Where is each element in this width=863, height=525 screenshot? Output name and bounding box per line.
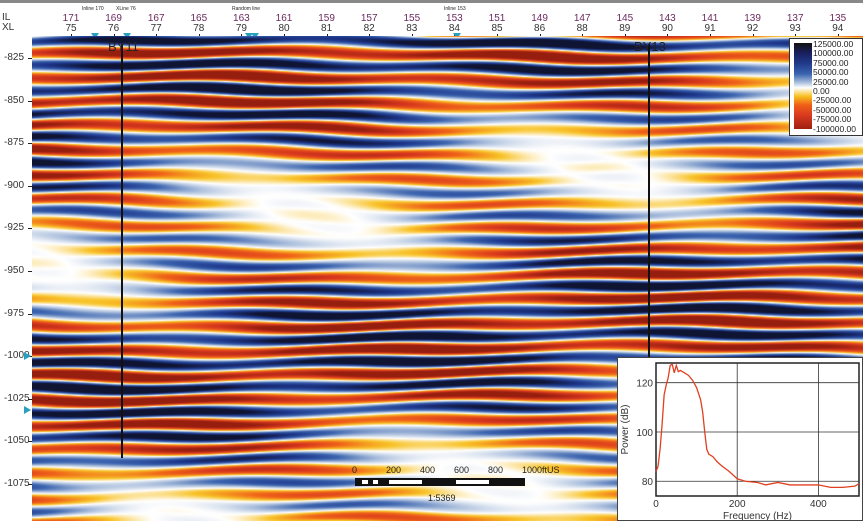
depth-tick	[28, 228, 32, 230]
section-tick: 149 86	[531, 13, 548, 34]
well-label-by13: BY13	[634, 39, 666, 54]
colorbar-label: 50000.00	[813, 67, 849, 78]
horizon-marker-icon[interactable]	[24, 406, 31, 414]
x-tick-label: 400	[810, 499, 827, 510]
colorbar-label: 75000.00	[813, 57, 849, 68]
depth-label: -925	[4, 222, 25, 234]
depth-label: -1000	[4, 350, 30, 362]
il-xl-label: IL XL	[2, 12, 15, 33]
section-tick: 145 89	[616, 13, 634, 34]
scale-label: 1000ftUS	[522, 465, 560, 475]
scale-bar: 0 200 400 600 800 1000ftUS 1:5369	[352, 465, 560, 505]
x-tick-label: 200	[729, 499, 746, 510]
section-tick: 153 84	[446, 13, 463, 34]
depth-tick	[28, 271, 32, 272]
section-tick: 159 81	[318, 13, 335, 34]
section-tick: 141 91	[701, 13, 719, 34]
colorbar-label: 25000.00	[813, 76, 849, 87]
scale-label: 600	[454, 465, 470, 475]
colorbar-label: -25000.00	[813, 95, 852, 106]
depth-tick	[28, 58, 32, 59]
depth-label: -825	[4, 52, 25, 63]
colorbar-gradient	[794, 43, 812, 129]
depth-label: -1025	[4, 392, 30, 404]
section-tick: 151 85	[488, 13, 506, 34]
depth-tick	[28, 100, 32, 102]
section-tick: 169 76	[105, 13, 122, 34]
marker-xline-76: XLine 76	[116, 6, 136, 12]
scale-ratio: 1:5369	[428, 493, 456, 503]
depth-label: -1075	[4, 478, 30, 489]
section-tick: 165 78	[190, 13, 208, 34]
well-label-by11: BY11	[108, 39, 139, 54]
depth-tick	[28, 441, 32, 443]
colorbar-label: -75000.00	[813, 114, 852, 125]
section-tick: 167 77	[147, 13, 165, 34]
x-axis-label: Frequency (Hz)	[723, 511, 792, 520]
y-tick-label: 80	[642, 477, 654, 488]
well-by11-trace[interactable]	[121, 44, 123, 458]
depth-axis: -825 -850 -875 -900 -925 -950 -975 -1000 -1025 -1…	[0, 36, 32, 521]
colorbar-label: 100000.00	[813, 48, 854, 59]
section-tick: 171 75	[62, 13, 80, 34]
scale-label: 400	[420, 465, 436, 475]
depth-label: -900	[4, 179, 25, 191]
section-tick: 157 82	[360, 13, 378, 34]
scale-label: 200	[386, 465, 402, 475]
y-tick-label: 120	[636, 379, 653, 390]
depth-tick	[28, 484, 32, 485]
y-tick-label: 100	[636, 428, 653, 439]
depth-label: -850	[4, 94, 25, 106]
colorbar-label: 125000.00	[813, 39, 854, 49]
colorbar-label: -50000.00	[813, 104, 852, 115]
depth-label: -875	[4, 137, 25, 149]
section-tick: 143 90	[659, 13, 676, 34]
section-tick: 139 92	[744, 13, 761, 34]
well-by13-trace[interactable]	[648, 44, 650, 521]
colorbar-label: 0.00	[813, 86, 830, 96]
marker-random-line: Random line	[232, 6, 261, 12]
plot-area	[655, 362, 860, 497]
section-header: IL XL 171 75 169 76 167 77 165 78 163 79 161 80 159 81…	[0, 0, 863, 39]
section-tick: 155 83	[403, 13, 421, 34]
colorbar-label: -100000.00	[813, 123, 857, 134]
depth-label: -975	[4, 307, 25, 319]
section-tick: 137 93	[786, 13, 804, 34]
spectrum-line	[655, 363, 860, 489]
spectrum-chart: 0 200 400 80 100 120 Frequency (Hz) Power (dB)	[620, 362, 860, 522]
spectrum-inset: 0 200 400 80 100 120 Frequency (Hz) Power (dB)	[617, 357, 863, 522]
section-tick: 163 79	[233, 13, 250, 34]
section-tick: 161 80	[275, 13, 293, 34]
scale-label: 800	[488, 465, 504, 475]
depth-label: -950	[4, 265, 25, 276]
horizon-marker-icon[interactable]	[24, 352, 31, 360]
section-tick: 135 94	[829, 13, 847, 34]
depth-label: -1050	[4, 435, 30, 447]
depth-tick	[28, 185, 32, 187]
depth-tick	[28, 143, 32, 145]
y-axis-label: Power (dB)	[620, 404, 631, 454]
scale-label: 0	[352, 465, 358, 475]
depth-tick	[28, 313, 32, 315]
x-tick-label: 0	[653, 499, 659, 510]
marker-inline-153: Inline 153	[444, 6, 466, 12]
depth-tick	[28, 398, 32, 400]
section-tick: 147 88	[573, 13, 591, 34]
amplitude-colorbar: 125000.00 100000.00 75000.00 50000.00 25000.…	[789, 38, 863, 136]
marker-inline-170: Inline 170	[82, 6, 104, 12]
